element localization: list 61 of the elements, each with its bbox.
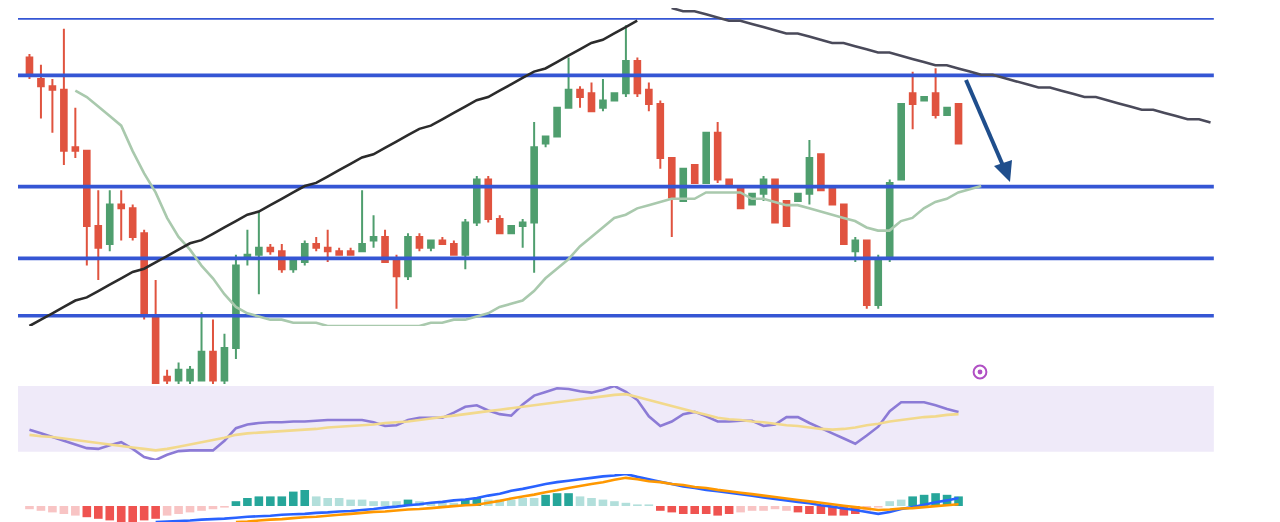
candlestick: [908, 70, 917, 131]
candlestick: [931, 67, 940, 120]
candlestick: [369, 214, 378, 249]
candlestick: [610, 92, 619, 102]
candlestick: [163, 368, 171, 384]
candlestick: [358, 189, 366, 253]
candlestick: [667, 156, 676, 238]
candlestick: [564, 56, 573, 109]
candlestick: [713, 121, 722, 185]
candlestick: [312, 235, 321, 253]
candlestick: [472, 174, 481, 228]
candlestick: [266, 243, 275, 256]
candlestick: [174, 361, 183, 384]
candlestick: [404, 232, 412, 281]
candlestick: [817, 153, 825, 192]
candlestick: [840, 203, 848, 246]
candlestick: [220, 332, 229, 384]
candlestick: [346, 246, 355, 256]
candlestick: [151, 278, 160, 384]
candlestick: [197, 311, 206, 382]
candlestick: [897, 103, 905, 181]
candlestick: [553, 106, 561, 138]
candlestick: [392, 253, 401, 310]
candlestick: [450, 239, 458, 256]
candlestick: [805, 139, 814, 206]
candlestick: [415, 232, 424, 253]
candlestick: [954, 103, 963, 145]
candlestick: [690, 164, 699, 185]
candlestick: [702, 131, 710, 185]
candlestick: [920, 95, 928, 102]
candlestick: [656, 99, 665, 170]
candlestick: [599, 78, 607, 113]
candlestick: [530, 121, 538, 274]
candlestick: [427, 239, 435, 253]
candlestick: [117, 189, 126, 242]
candlestick: [209, 318, 217, 384]
candlestick: [874, 253, 883, 310]
candlestick: [37, 63, 45, 120]
candlestick: [438, 235, 447, 246]
candlestick: [186, 365, 194, 384]
candlestick: [576, 85, 584, 109]
candlestick: [60, 27, 68, 167]
candlestick: [48, 78, 57, 134]
candlestick: [232, 253, 240, 360]
candlestick: [518, 217, 527, 249]
candlestick: [381, 228, 389, 263]
candlestick: [645, 81, 653, 113]
candlestick: [255, 210, 263, 296]
candlestick: [71, 106, 80, 159]
candlestick: [495, 214, 504, 235]
candlestick: [507, 225, 516, 235]
candlestick: [587, 81, 596, 113]
candlestick: [484, 174, 493, 224]
candlestick: [622, 24, 630, 98]
candlestick: [862, 239, 871, 310]
candlestick: [105, 189, 114, 253]
candlestick: [794, 192, 802, 202]
candlestick: [851, 235, 860, 263]
candlestick: [541, 135, 550, 149]
candlestick: [461, 217, 470, 271]
candlestick: [943, 106, 951, 116]
